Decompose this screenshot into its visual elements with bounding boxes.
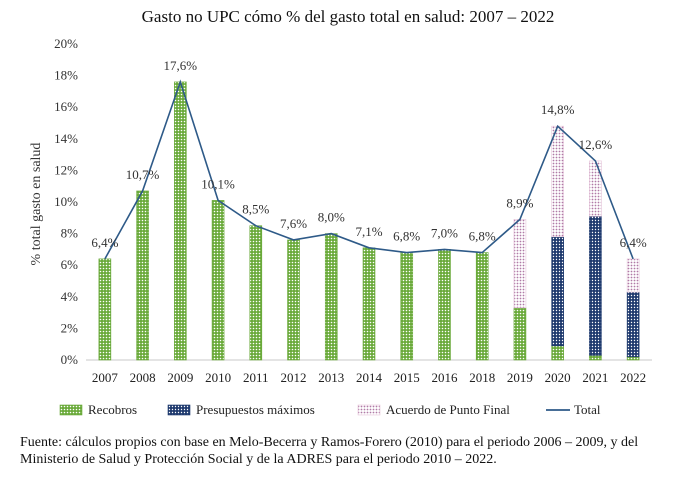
x-tick-label-2012: 2012: [281, 370, 307, 385]
bar-presupuestos-m-ximos-2021: [589, 215, 602, 356]
bar-recobros-2011: [249, 225, 263, 361]
bar-recobros-2008: [136, 190, 149, 361]
bar-acuerdo-de-punto-final-2019: [513, 219, 527, 309]
bar-acuerdo-de-punto-final-2020: [551, 125, 564, 238]
data-label-2010: 10,1%: [201, 176, 235, 191]
x-tick-label-2020: 2020: [545, 370, 571, 385]
data-label-2022: 6,4%: [620, 235, 647, 250]
bar-recobros-2010: [211, 200, 225, 361]
legend-label-3: Total: [574, 402, 601, 417]
y-tick-label: 2%: [61, 320, 79, 335]
y-tick-label: 0%: [61, 352, 79, 367]
bar-acuerdo-de-punto-final-2022: [626, 258, 640, 293]
y-tick-label: 16%: [54, 99, 78, 114]
y-tick-label: 14%: [54, 131, 78, 146]
y-tick-label: 4%: [61, 289, 79, 304]
y-tick-label: 12%: [54, 162, 78, 177]
legend-swatch-1: [167, 404, 191, 416]
chart-canvas: Gasto no UPC cómo % del gasto total en s…: [29, 7, 652, 417]
bars-group: [98, 81, 640, 361]
x-tick-label-2016: 2016: [431, 370, 458, 385]
x-tick-label-2008: 2008: [130, 370, 156, 385]
legend-label-2: Acuerdo de Punto Final: [386, 402, 510, 417]
y-tick-label: 20%: [54, 36, 78, 51]
data-label-2012: 7,6%: [280, 216, 307, 231]
y-tick-label: 6%: [61, 257, 79, 272]
bar-acuerdo-de-punto-final-2021: [589, 160, 602, 217]
x-tick-label-2021: 2021: [582, 370, 608, 385]
x-tick-label-2009: 2009: [167, 370, 193, 385]
x-tick-label-2018: 2018: [469, 370, 495, 385]
bar-recobros-2013: [324, 233, 338, 361]
bar-recobros-2014: [362, 247, 376, 361]
data-label-2021: 12,6%: [579, 137, 613, 152]
bar-recobros-2022: [626, 356, 640, 361]
data-label-2019: 8,9%: [506, 195, 533, 210]
data-label-2007: 6,4%: [91, 235, 118, 250]
x-tick-label-2010: 2010: [205, 370, 231, 385]
data-label-2018: 6,8%: [469, 229, 496, 244]
y-axis-title: % total gasto en salud: [29, 143, 44, 266]
bar-recobros-2020: [551, 345, 564, 361]
x-tick-label-2022: 2022: [620, 370, 646, 385]
data-label-2013: 8,0%: [318, 210, 345, 225]
y-tick-label: 10%: [54, 194, 78, 209]
chart-title: Gasto no UPC cómo % del gasto total en s…: [142, 7, 555, 26]
bar-recobros-2007: [98, 258, 112, 361]
total-line-group: [104, 79, 634, 260]
x-tick-label-2007: 2007: [92, 370, 119, 385]
bar-recobros-2012: [287, 239, 300, 361]
data-labels: 6,4% 10,7% 17,6% 10,1% 8,5% 7,6% 8,0% 7,1% 6,8% 7…: [91, 58, 647, 250]
legend-label-0: Recobros: [88, 402, 137, 417]
bar-recobros-2016: [438, 249, 451, 361]
x-axis: 2007 2008 2009 2010 2011 2012 2013 2014 2015 2016…: [92, 370, 646, 385]
x-tick-label-2013: 2013: [318, 370, 344, 385]
x-tick-label-2014: 2014: [356, 370, 383, 385]
data-label-2009: 17,6%: [164, 58, 198, 73]
x-tick-label-2011: 2011: [243, 370, 269, 385]
data-label-2014: 7,1%: [355, 224, 382, 239]
y-axis: 0% 2% 4% 6% 8% 10% 12% 14% 16% 18% 20%: [54, 36, 78, 367]
x-tick-label-2019: 2019: [507, 370, 533, 385]
bar-recobros-2019: [513, 307, 527, 361]
bar-presupuestos-m-ximos-2020: [551, 236, 564, 347]
data-label-2008: 10,7%: [126, 167, 160, 182]
bar-recobros-2018: [475, 252, 489, 361]
x-tick-label-2015: 2015: [394, 370, 420, 385]
y-tick-label: 18%: [54, 68, 78, 83]
source-note: Fuente: cálculos propios con base en Mel…: [20, 435, 639, 467]
legend-swatch-0: [59, 404, 83, 416]
bar-recobros-2015: [400, 252, 414, 361]
bar-recobros-2021: [589, 354, 602, 361]
y-tick-label: 8%: [61, 226, 79, 241]
total-line: [104, 79, 634, 260]
bar-recobros-2009: [174, 81, 187, 361]
data-label-2015: 6,8%: [393, 229, 420, 244]
data-label-2016: 7,0%: [431, 225, 458, 240]
data-label-2011: 8,5%: [242, 202, 269, 217]
legend-swatch-2: [357, 404, 381, 416]
legend-label-1: Presupuestos máximos: [196, 402, 315, 417]
bar-presupuestos-m-ximos-2022: [626, 291, 640, 358]
data-label-2020: 14,8%: [541, 102, 575, 117]
legend: Recobros Presupuestos máximos Acuerdo de P…: [59, 402, 601, 417]
